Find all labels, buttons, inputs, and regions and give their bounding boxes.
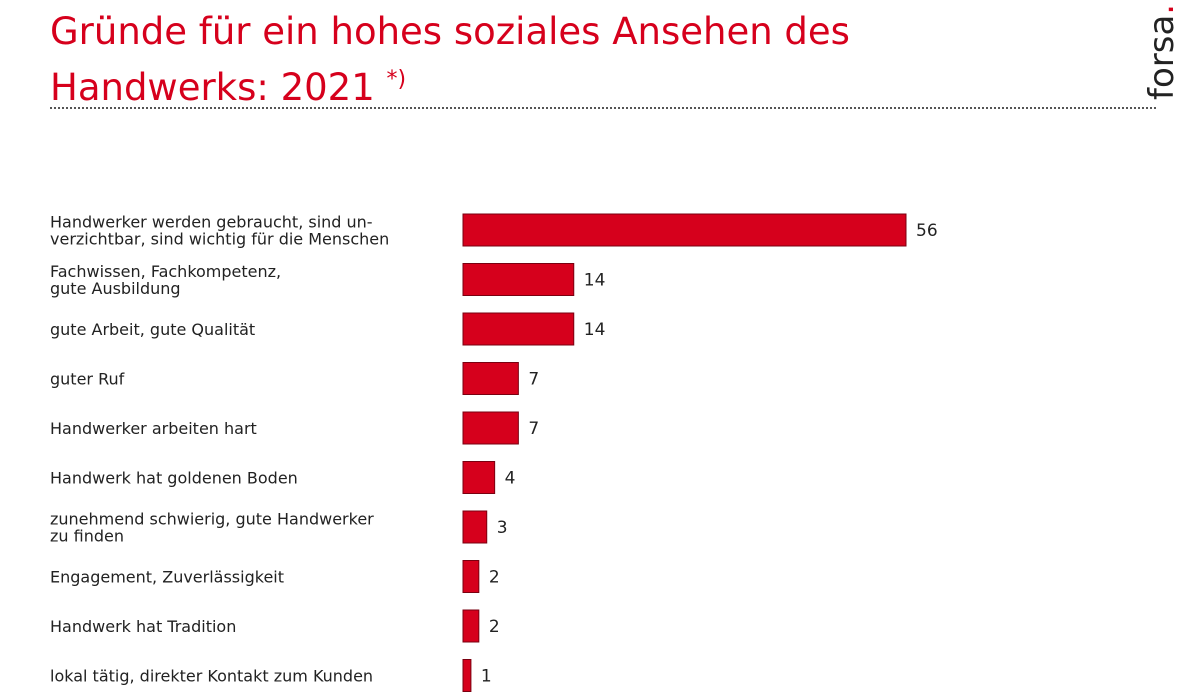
category-label-line: Engagement, Zuverlässigkeit [50,568,284,587]
value-label: 4 [505,469,516,489]
value-label: 3 [497,518,508,538]
category-label-line: Handwerker werden gebraucht, sind un- [50,213,373,232]
category-label: Handwerker werden gebraucht, sind un-ver… [50,213,389,249]
category-label-line: gute Arbeit, gute Qualität [50,320,255,339]
chart-title: Gründe für ein hohes soziales Ansehen de… [50,8,1100,112]
category-label-line: lokal tätig, direkter Kontakt zum Kunden [50,667,373,686]
category-label: Fachwissen, Fachkompetenz, gute Ausbildun… [50,262,281,298]
category-label: Handwerker arbeiten hart [50,419,257,438]
bar [462,411,519,445]
bar [462,510,488,544]
value-label: 1 [481,667,492,687]
category-label-line: guter Ruf [50,370,125,389]
bar [462,560,480,593]
bar [462,461,496,494]
category-label-line: verzichtbar, sind wichtig für die Mensch… [50,230,389,249]
title-line-1: Gründe für ein hohes soziales Ansehen de… [50,10,850,53]
value-label: 2 [489,617,500,637]
category-label: Engagement, Zuverlässigkeit [50,568,284,587]
category-label-line: Handwerk hat goldenen Boden [50,469,298,488]
bar [462,659,472,692]
category-label-line: Handwerk hat Tradition [50,617,236,636]
title-divider [50,107,1156,109]
title-footnote-marker: *) [386,67,407,92]
title-line-2: Handwerks: 2021 [50,66,375,109]
bar [462,263,575,296]
value-label: 14 [584,320,606,340]
category-label-line: zu finden [50,527,124,546]
category-label-line: Handwerker arbeiten hart [50,419,257,438]
category-label-line: Fachwissen, Fachkompetenz, [50,262,281,281]
value-label: 2 [489,568,500,588]
category-label: Handwerk hat goldenen Boden [50,469,298,488]
category-label-line: zunehmend schwierig, gute Handwerker [50,510,374,529]
category-label-line: gute Ausbildung [50,279,181,298]
bar [462,312,575,346]
category-label: guter Ruf [50,370,125,389]
category-label: Handwerk hat Tradition [50,617,236,636]
bar [462,213,907,247]
value-label: 56 [916,221,938,241]
bar [462,362,519,395]
category-label: gute Arbeit, gute Qualität [50,320,255,339]
category-label: zunehmend schwierig, gute Handwerker zu f… [50,510,374,546]
value-label: 7 [528,370,539,390]
bar [462,609,480,643]
category-label: lokal tätig, direkter Kontakt zum Kunden [50,667,373,686]
value-label: 14 [584,271,606,291]
value-label: 7 [528,419,539,439]
